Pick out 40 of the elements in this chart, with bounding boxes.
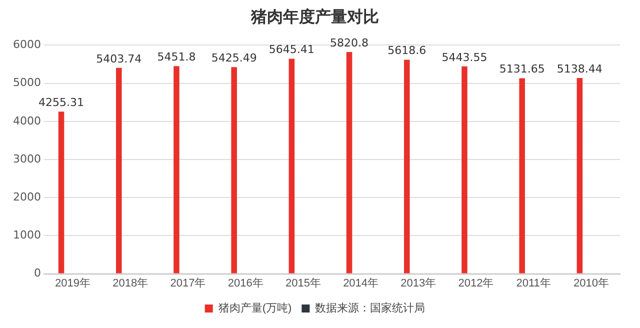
bar	[462, 66, 468, 274]
x-tick-label: 2010年	[573, 277, 609, 290]
x-tick-label: 2015年	[285, 277, 321, 290]
y-tick-label: 3000	[12, 152, 41, 166]
bar	[576, 78, 583, 274]
data-label: 5820.8	[330, 36, 369, 50]
bar	[519, 78, 525, 274]
y-tick-label: 6000	[12, 38, 41, 52]
data-label: 5618.6	[388, 44, 426, 58]
legend-label: 数据来源：国家统计局	[315, 302, 426, 315]
data-label: 4255.31	[38, 96, 84, 110]
y-tick-label: 1000	[12, 228, 41, 242]
data-label: 5131.65	[499, 62, 545, 76]
bar	[116, 68, 122, 274]
y-tick-label: 5000	[12, 76, 41, 90]
data-label: 5425.49	[211, 51, 257, 64]
data-label: 5443.55	[442, 50, 488, 64]
x-tick-label: 2014年	[343, 277, 379, 290]
bar	[231, 67, 237, 274]
x-tick-label: 2018年	[112, 277, 148, 290]
x-tick-label: 2012年	[458, 277, 494, 290]
data-label: 5451.8	[157, 50, 196, 64]
y-tick-label: 2000	[12, 190, 41, 204]
bar	[404, 60, 410, 274]
data-label: 5138.44	[556, 62, 602, 76]
x-tick-label: 2011年	[516, 277, 551, 290]
y-tick-label: 4000	[12, 114, 41, 128]
x-tick-label: 2017年	[170, 277, 206, 290]
bar	[174, 66, 180, 274]
x-tick-label: 2019年	[55, 277, 91, 290]
y-tick-label: 0	[34, 266, 41, 280]
chart-title: 猪肉年度产量对比	[250, 7, 379, 26]
x-tick-label: 2013年	[400, 277, 436, 290]
data-label: 5645.41	[268, 43, 314, 56]
bar	[346, 52, 352, 274]
bar	[288, 58, 295, 274]
data-label: 5403.74	[96, 52, 142, 66]
x-tick-label: 2016年	[228, 277, 264, 290]
legend-label: 猪肉产量(万吨)	[218, 302, 292, 315]
bar	[58, 112, 64, 274]
